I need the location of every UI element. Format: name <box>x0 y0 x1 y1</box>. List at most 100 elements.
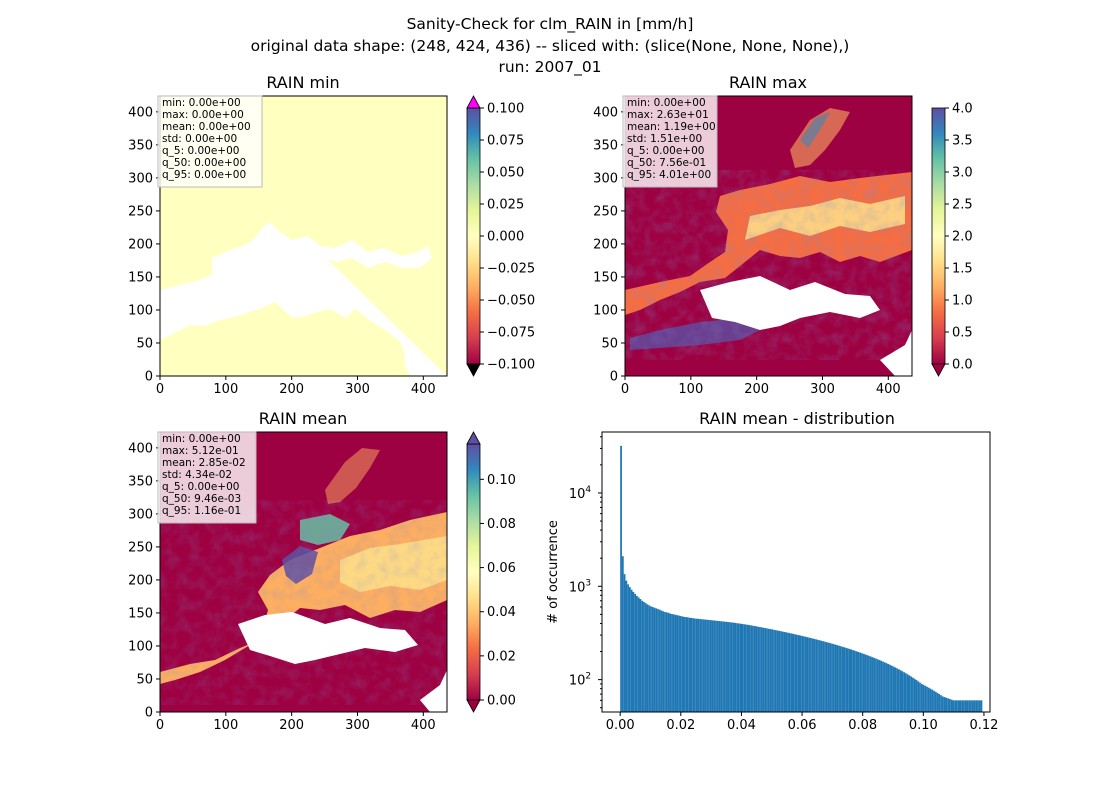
map-field <box>160 448 447 712</box>
histogram-bar <box>970 700 972 712</box>
histogram-bar <box>699 619 702 712</box>
histogram-bar <box>862 653 865 712</box>
figure-title-line-2: original data shape: (248, 424, 436) -- … <box>251 37 850 55</box>
histogram-bar <box>739 623 742 712</box>
histogram-bar <box>804 636 807 712</box>
stats-box-frame <box>622 95 718 188</box>
colorbar: −0.100 −0.075 −0.050 −0.025 0.000 0.025 0.050 0… <box>466 95 535 377</box>
panel-rain-mean: RAIN mean 0 100 200 300 400 0 50 100 150 200 250 3… <box>128 409 516 733</box>
histogram-bar <box>711 620 714 712</box>
histogram-bar <box>690 617 693 712</box>
histogram-bar <box>651 607 654 712</box>
histogram-bar <box>936 692 939 712</box>
histogram-bar <box>919 682 921 712</box>
panel-rain-min: RAIN min 0 100 200 300 400 0 50 100 150 200 250 30… <box>128 73 535 397</box>
histogram-bar <box>658 609 661 712</box>
histogram-bar <box>880 660 883 712</box>
panel-rain-mean-distribution: RAIN mean - distribution 0.00 0.02 0.04 0.0… <box>546 409 998 733</box>
histogram-bar <box>662 611 665 712</box>
sea-mask-east <box>420 670 447 712</box>
histogram-bar <box>757 626 760 712</box>
histogram-bar <box>859 652 862 712</box>
y-tick-label: 0 <box>145 370 153 385</box>
histogram-bar <box>806 637 809 712</box>
histogram-bar <box>769 629 772 712</box>
histogram-bar <box>734 622 737 712</box>
histogram-bar <box>890 665 893 712</box>
x-tick-label: 0 <box>156 718 164 733</box>
sea-region <box>212 222 432 272</box>
colorbar-tick-label: 0.04 <box>487 605 516 620</box>
scandinavia-blue <box>800 112 830 148</box>
histogram-bar <box>748 625 751 712</box>
colorbar-tick-label: 1.0 <box>952 294 973 309</box>
histogram-bar <box>780 631 782 712</box>
y-tick-label: 104 <box>569 485 592 502</box>
stats-line: max: 2.63e+01 <box>627 109 709 121</box>
histogram-bar <box>796 634 798 712</box>
histogram-bar <box>644 603 647 712</box>
histogram-bar <box>883 662 886 712</box>
histogram-bar <box>920 683 923 712</box>
stats-line: q_95: 1.16e-01 <box>162 505 241 517</box>
histogram-bar <box>906 674 909 712</box>
colorbar-tick-label: 3.5 <box>952 134 973 149</box>
histogram-bar <box>715 620 717 712</box>
histogram-bar <box>646 604 649 712</box>
histogram-bar <box>697 618 700 712</box>
histogram-bars <box>620 445 983 712</box>
histogram-bar <box>966 700 969 712</box>
histogram-bar <box>685 617 687 712</box>
y-tick-label: 250 <box>128 204 153 219</box>
histogram-bar <box>882 661 884 712</box>
x-tick-label: 0.02 <box>666 718 695 733</box>
y-tick-label: 50 <box>136 336 153 351</box>
plot-frame <box>624 95 913 377</box>
colorbar: 0.0 0.5 1.0 1.5 2.0 2.5 3.0 3.5 4.0 <box>931 102 973 377</box>
histogram-bar <box>938 694 941 712</box>
histogram-bar <box>827 642 830 712</box>
x-tick-label: 100 <box>678 382 703 397</box>
histogram-bar <box>871 657 874 712</box>
histogram-bar <box>973 700 976 712</box>
stats-line: q_50: 0.00e+00 <box>162 157 246 169</box>
figure-title-line-1: Sanity-Check for clm_RAIN in [mm/h] <box>407 15 694 34</box>
histogram-bar <box>901 671 904 712</box>
histogram-bar <box>678 615 680 712</box>
histogram-bar <box>834 644 837 712</box>
histogram-bar <box>815 639 818 712</box>
stats-box-frame <box>157 95 263 188</box>
histogram-bar <box>725 621 728 712</box>
histogram-bar <box>843 647 846 712</box>
histogram-bar <box>864 654 867 712</box>
histogram-bar <box>971 700 974 712</box>
histogram-bar <box>959 700 962 712</box>
colorbar-gradient <box>466 107 481 365</box>
histogram-bar <box>625 580 628 712</box>
histogram-bar <box>636 595 638 712</box>
histogram-bar <box>669 613 672 712</box>
y-tick-label: 50 <box>136 672 153 687</box>
y-axis: 0 50 100 150 200 250 300 350 400 <box>593 105 625 385</box>
histogram-bar <box>829 643 832 712</box>
stats-line: q_95: 0.00e+00 <box>162 169 246 181</box>
scandinavia <box>325 448 380 504</box>
histogram-bar <box>896 668 898 712</box>
histogram-bar <box>820 640 823 712</box>
histogram-bar <box>977 700 979 712</box>
histogram-bar <box>676 615 679 712</box>
histogram-bar <box>720 621 723 712</box>
histogram-bar <box>743 624 746 712</box>
histogram-bar <box>797 635 800 712</box>
histogram-bar <box>854 650 856 712</box>
y-tick-label: 200 <box>593 237 618 252</box>
histogram-bar <box>655 608 658 712</box>
histogram-bar <box>686 617 689 712</box>
histogram-bar <box>783 631 786 712</box>
histogram-bar <box>681 616 684 712</box>
histogram-bar <box>704 619 707 712</box>
stats-line: q_95: 4.01e+00 <box>627 169 711 181</box>
histogram-bar <box>963 700 965 712</box>
histogram-bar <box>968 700 971 712</box>
